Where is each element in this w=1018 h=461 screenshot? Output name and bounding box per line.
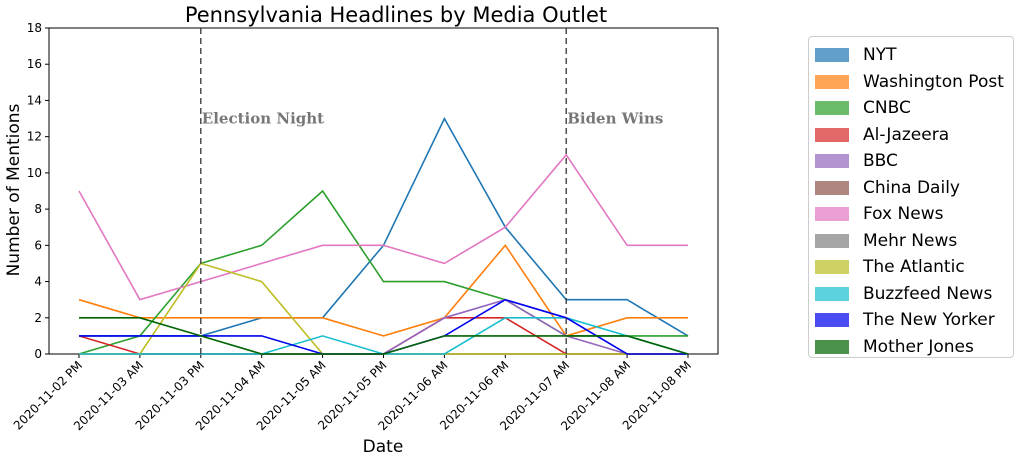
- legend-item: Mehr News: [815, 230, 957, 252]
- legend-swatch: [815, 260, 849, 274]
- series-line-mother-jones: [79, 316, 689, 355]
- annotation-label: Election Night: [202, 110, 324, 128]
- legend-label: Mother Jones: [863, 336, 974, 357]
- legend-item: Fox News: [815, 203, 943, 225]
- legend-item: The Atlantic: [815, 256, 965, 278]
- legend-item: NYT: [815, 44, 897, 66]
- legend-label: China Daily: [863, 177, 960, 198]
- legend-swatch: [815, 339, 849, 354]
- x-axis-label: Date: [363, 437, 404, 457]
- legend-label: Fox News: [863, 204, 944, 224]
- y-axis-label: Number of Mentions: [4, 103, 24, 276]
- legend-label: Al-Jazeera: [863, 124, 950, 145]
- legend-label: CNBC: [863, 98, 911, 118]
- plot-frame: [48, 27, 719, 355]
- legend-label: Buzzfeed News: [863, 283, 993, 304]
- series-line-cnbc: [78, 189, 688, 355]
- y-tick-label: 6: [34, 238, 42, 252]
- legend-swatch: [815, 127, 849, 142]
- y-tick-label: 14: [27, 93, 42, 107]
- legend-label: BBC: [863, 151, 898, 171]
- legend-swatch: [815, 48, 849, 62]
- legend-item: Washington Post: [815, 71, 1004, 93]
- legend-label: Mehr News: [863, 230, 958, 251]
- y-tick-label: 12: [27, 130, 42, 144]
- y-tick-label: 8: [34, 202, 42, 216]
- chart-title: Pennsylvania Headlines by Media Outlet: [185, 3, 607, 27]
- legend-swatch: [815, 233, 849, 248]
- legend-label: The New Yorker: [863, 310, 995, 330]
- y-tick-label: 10: [27, 166, 42, 180]
- legend-swatch: [815, 74, 849, 89]
- legend-item: Al-Jazeera: [815, 124, 949, 146]
- series-line-the-atlantic: [79, 262, 688, 355]
- y-tick-label: 18: [27, 21, 42, 35]
- legend-item: Buzzfeed News: [815, 283, 992, 305]
- series-line-fox-news: [78, 153, 688, 301]
- y-tick-label: 0: [34, 347, 42, 361]
- legend-label: Washington Post: [863, 71, 1004, 92]
- annotation-label: Biden Wins: [567, 110, 663, 128]
- legend-item: The New Yorker: [815, 309, 995, 331]
- y-tick-label: 2: [34, 311, 42, 325]
- legend-item: BBC: [815, 150, 898, 172]
- legend-swatch: [815, 154, 849, 168]
- legend-item: CNBC: [815, 97, 911, 119]
- y-tick-label: 4: [34, 275, 42, 289]
- series-line-nyt: [79, 116, 689, 337]
- legend-label: NYT: [863, 45, 897, 65]
- legend-swatch: [815, 286, 849, 301]
- legend-swatch: [815, 207, 849, 221]
- legend-label: The Atlantic: [863, 257, 965, 277]
- legend: NYT Washington Post CNBC Al-Jazeera BBC China…: [808, 36, 1014, 358]
- legend-swatch: [815, 180, 849, 195]
- y-tick-label: 16: [27, 57, 42, 71]
- legend-item: China Daily: [815, 177, 960, 199]
- legend-swatch: [815, 313, 849, 327]
- legend-swatch: [815, 101, 849, 115]
- legend-item: Mother Jones: [815, 336, 974, 358]
